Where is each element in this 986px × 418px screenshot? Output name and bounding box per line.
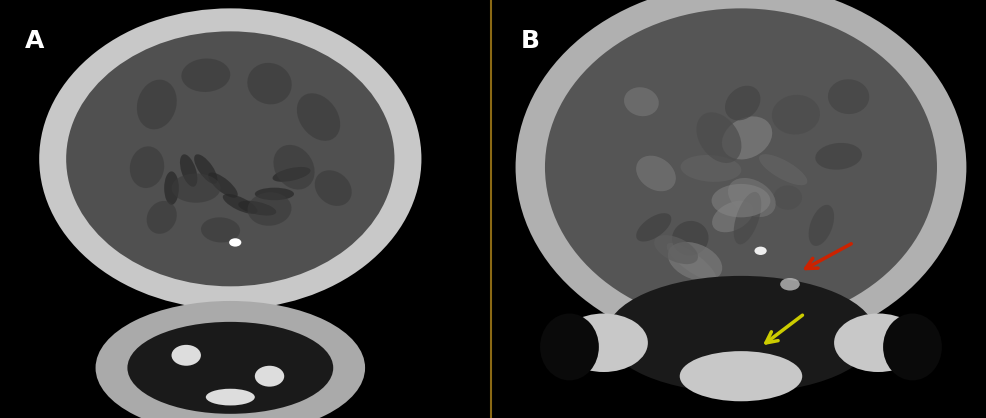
Ellipse shape [759, 154, 808, 185]
Ellipse shape [206, 389, 254, 405]
Ellipse shape [667, 243, 716, 281]
Text: A: A [25, 29, 44, 53]
Ellipse shape [624, 87, 659, 116]
Ellipse shape [66, 31, 394, 286]
Ellipse shape [654, 235, 698, 264]
Ellipse shape [696, 112, 741, 163]
Ellipse shape [194, 154, 218, 184]
Ellipse shape [725, 86, 760, 120]
Ellipse shape [728, 178, 776, 217]
Ellipse shape [137, 80, 176, 129]
Ellipse shape [254, 188, 294, 200]
Ellipse shape [672, 221, 709, 255]
Ellipse shape [147, 201, 176, 234]
Ellipse shape [130, 146, 165, 188]
Text: B: B [521, 29, 539, 53]
Ellipse shape [883, 314, 942, 380]
Ellipse shape [247, 192, 292, 226]
Ellipse shape [712, 201, 753, 232]
Ellipse shape [815, 143, 862, 170]
Ellipse shape [179, 154, 197, 187]
Ellipse shape [516, 0, 966, 351]
Ellipse shape [772, 95, 820, 135]
Ellipse shape [722, 116, 772, 159]
Ellipse shape [679, 351, 803, 401]
Ellipse shape [272, 167, 311, 182]
Ellipse shape [545, 8, 937, 326]
Ellipse shape [164, 171, 178, 205]
Ellipse shape [39, 8, 421, 309]
Ellipse shape [668, 242, 723, 281]
Ellipse shape [560, 314, 648, 372]
Ellipse shape [127, 322, 333, 414]
Ellipse shape [172, 345, 201, 366]
Ellipse shape [239, 201, 276, 216]
Ellipse shape [273, 145, 315, 189]
Ellipse shape [208, 173, 238, 198]
Ellipse shape [96, 301, 365, 418]
Ellipse shape [754, 247, 767, 255]
Ellipse shape [297, 93, 340, 141]
Ellipse shape [247, 63, 292, 104]
Ellipse shape [809, 205, 834, 246]
Ellipse shape [712, 184, 770, 217]
Ellipse shape [254, 366, 284, 387]
Ellipse shape [734, 192, 761, 245]
Ellipse shape [540, 314, 599, 380]
Ellipse shape [774, 186, 802, 210]
Ellipse shape [201, 217, 240, 242]
Ellipse shape [229, 238, 242, 247]
Ellipse shape [636, 155, 675, 191]
Ellipse shape [636, 213, 671, 242]
Ellipse shape [828, 79, 870, 114]
Ellipse shape [680, 155, 741, 182]
Ellipse shape [606, 276, 876, 393]
Ellipse shape [181, 59, 231, 92]
Ellipse shape [223, 194, 257, 214]
Ellipse shape [834, 314, 922, 372]
Ellipse shape [315, 170, 352, 206]
Ellipse shape [780, 278, 800, 291]
Ellipse shape [172, 173, 221, 203]
